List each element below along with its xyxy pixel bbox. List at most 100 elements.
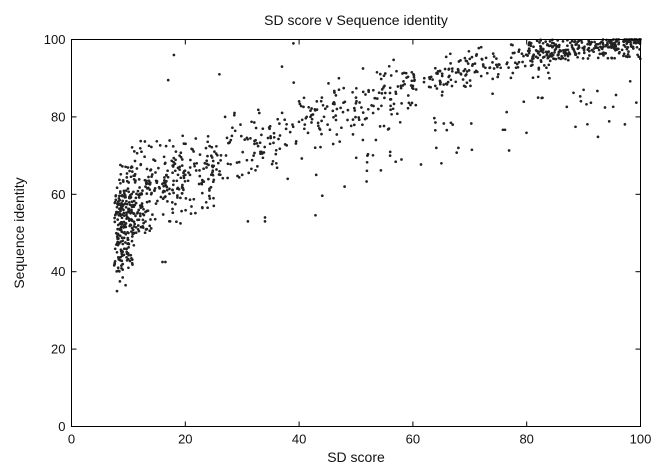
- data-point: [218, 173, 222, 177]
- data-point: [557, 51, 561, 54]
- data-point: [372, 104, 375, 108]
- data-point: [121, 242, 125, 246]
- data-point: [240, 173, 244, 177]
- data-point: [431, 78, 434, 81]
- data-point: [587, 49, 591, 53]
- data-point: [149, 227, 153, 230]
- data-point: [263, 145, 267, 149]
- data-point: [607, 120, 611, 123]
- data-point: [123, 202, 127, 206]
- data-point: [147, 175, 150, 179]
- data-point: [174, 150, 178, 153]
- data-point: [260, 150, 263, 154]
- data-point: [119, 163, 122, 167]
- data-point: [454, 71, 458, 74]
- data-point: [207, 163, 210, 167]
- data-point: [130, 230, 133, 233]
- data-point: [522, 54, 525, 58]
- data-point: [166, 78, 170, 82]
- data-point: [541, 96, 544, 100]
- data-point: [304, 116, 308, 120]
- data-point: [132, 220, 136, 224]
- data-point: [427, 85, 431, 89]
- data-point: [541, 47, 545, 51]
- data-point: [285, 144, 289, 147]
- data-point: [474, 69, 478, 73]
- data-point: [442, 122, 446, 125]
- data-point: [144, 210, 147, 214]
- data-point: [572, 91, 575, 95]
- data-point: [219, 154, 223, 157]
- data-point: [594, 44, 597, 48]
- data-point: [114, 194, 118, 198]
- data-point: [352, 106, 356, 110]
- data-point: [230, 134, 234, 138]
- data-point: [388, 150, 392, 154]
- data-point: [592, 50, 595, 54]
- data-point: [163, 178, 166, 182]
- data-point: [611, 44, 614, 48]
- data-point: [176, 173, 180, 177]
- data-point: [204, 200, 208, 204]
- data-point: [618, 50, 621, 54]
- data-point: [187, 171, 190, 174]
- data-point: [227, 141, 231, 145]
- data-point: [548, 76, 551, 80]
- data-point: [158, 144, 162, 147]
- data-point: [626, 52, 630, 56]
- data-point: [365, 160, 369, 164]
- data-point: [389, 74, 393, 77]
- data-point: [601, 43, 605, 46]
- data-point: [190, 205, 193, 208]
- data-point: [346, 108, 350, 112]
- data-point: [529, 41, 533, 45]
- data-point: [485, 71, 489, 75]
- data-point: [183, 173, 187, 177]
- data-point: [470, 55, 474, 59]
- data-point: [159, 195, 163, 199]
- data-point: [150, 175, 153, 178]
- data-point: [149, 218, 152, 221]
- data-point: [441, 90, 444, 94]
- y-tick-label: 100: [44, 32, 66, 47]
- data-point: [532, 53, 536, 57]
- data-point: [380, 104, 383, 108]
- data-point: [247, 171, 251, 175]
- data-point: [146, 209, 150, 213]
- data-point: [144, 185, 147, 188]
- data-point: [484, 56, 488, 60]
- data-point: [568, 52, 572, 56]
- data-point: [243, 138, 247, 141]
- data-point: [261, 156, 265, 160]
- data-point: [413, 78, 416, 82]
- data-point: [491, 52, 495, 55]
- data-point: [118, 228, 122, 232]
- data-point: [603, 106, 607, 109]
- data-point: [125, 247, 128, 251]
- data-point: [258, 141, 262, 145]
- data-point: [164, 144, 168, 148]
- data-point: [581, 57, 585, 60]
- data-point: [449, 62, 452, 65]
- data-point: [150, 173, 154, 176]
- data-point: [207, 177, 210, 181]
- data-point: [445, 83, 449, 86]
- data-point: [582, 88, 585, 92]
- data-point: [164, 260, 167, 264]
- data-point: [120, 252, 124, 256]
- data-point: [335, 107, 339, 111]
- data-point: [586, 122, 589, 126]
- data-point: [162, 184, 166, 188]
- data-point: [523, 64, 527, 68]
- data-point: [123, 214, 126, 218]
- data-point: [631, 47, 635, 50]
- data-point: [526, 49, 530, 53]
- data-point: [192, 150, 195, 153]
- data-point: [233, 111, 236, 115]
- data-point: [299, 104, 303, 108]
- data-point: [117, 257, 121, 261]
- data-point: [175, 220, 178, 224]
- data-point: [539, 47, 542, 51]
- data-point: [218, 169, 221, 173]
- data-point: [606, 43, 609, 47]
